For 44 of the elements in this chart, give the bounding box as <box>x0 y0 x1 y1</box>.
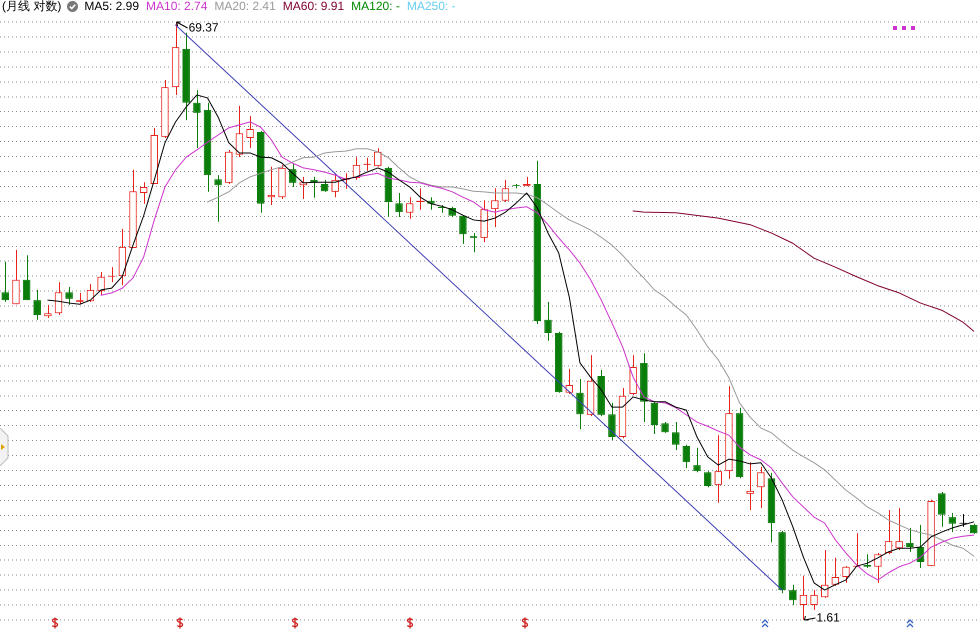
candlestick <box>704 470 712 488</box>
candlestick <box>948 512 956 533</box>
annotation: 1.61 <box>816 610 840 624</box>
text: MA5: 2.99 <box>84 0 140 13</box>
candlestick <box>502 179 510 202</box>
candlestick <box>820 550 828 598</box>
legend-label: MA120: - <box>351 0 400 13</box>
candlestick <box>906 527 914 552</box>
candlestick <box>22 254 30 301</box>
candlestick <box>757 466 765 509</box>
candlestick <box>395 192 403 218</box>
candlestick <box>544 301 552 342</box>
candlestick <box>576 378 584 430</box>
candlestick <box>916 524 924 568</box>
candlestick <box>97 271 105 296</box>
candlestick <box>44 304 52 319</box>
candlestick <box>895 508 903 551</box>
candlestick <box>650 401 658 435</box>
candlestick <box>938 492 946 528</box>
text: MA20: 2.41 <box>214 0 276 13</box>
candlestick <box>746 462 754 510</box>
candlestick <box>193 90 201 149</box>
candlestick <box>682 444 690 469</box>
candlestick <box>714 434 722 504</box>
candlestick <box>874 552 882 584</box>
text: MA60: 9.91 <box>282 0 344 13</box>
candlestick <box>214 174 222 222</box>
candlestick <box>300 176 307 200</box>
annotation: 69.37 <box>188 20 219 34</box>
legend-label: MA250: - <box>406 0 456 13</box>
candlestick <box>608 402 616 440</box>
text: MA10: 2.74 <box>146 0 208 13</box>
candlestick <box>459 214 467 244</box>
candlestick <box>236 105 244 158</box>
candlestick <box>672 422 680 451</box>
candlestick <box>12 249 20 305</box>
candlestick <box>54 282 62 316</box>
candlestick <box>288 163 296 188</box>
candlestick <box>693 447 701 473</box>
candlestick <box>2 261 10 302</box>
candlestick <box>374 148 382 168</box>
chart-title: (月线 对数) <box>2 0 62 13</box>
candlestick <box>34 289 41 320</box>
candlestick <box>65 286 73 306</box>
